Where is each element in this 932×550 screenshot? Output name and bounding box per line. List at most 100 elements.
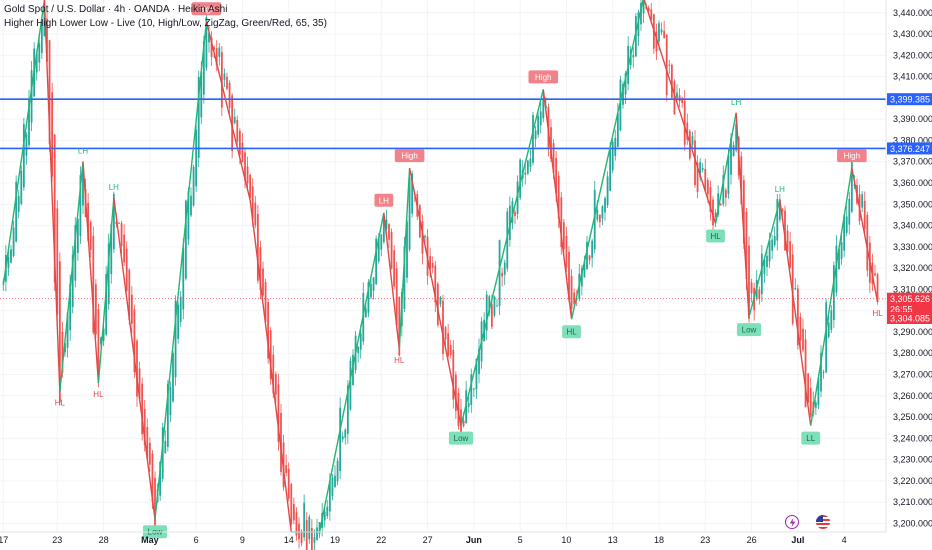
- candle-body: [498, 239, 501, 306]
- candle-body: [472, 388, 475, 390]
- time-tick-label: 17: [0, 535, 8, 545]
- price-tick-label: 3,220.000: [893, 476, 932, 486]
- candle-body: [570, 275, 573, 310]
- candle-body: [174, 300, 177, 378]
- candle-body: [154, 477, 156, 527]
- candle-body: [709, 187, 712, 213]
- candle-body: [53, 134, 56, 283]
- candle-body: [714, 212, 717, 218]
- candle-body: [141, 383, 144, 435]
- candle-body: [254, 202, 257, 226]
- candle-body: [467, 403, 470, 407]
- time-tick-label: 19: [330, 535, 340, 545]
- candle-body: [670, 64, 673, 98]
- zigzag-segment: [97, 197, 115, 384]
- grid: [0, 0, 886, 532]
- us-flag-icon[interactable]: [816, 515, 830, 529]
- time-tick-label: Jul: [791, 535, 804, 545]
- candle-body: [349, 360, 352, 410]
- candle-body: [786, 230, 789, 252]
- candle-body: [516, 181, 519, 214]
- candle-body: [10, 249, 12, 263]
- candle-body: [161, 427, 164, 479]
- candle-body: [493, 296, 496, 316]
- time-tick-label: 22: [376, 535, 386, 545]
- candle-body: [642, 1, 645, 14]
- candle-body: [809, 388, 812, 416]
- pivot-pill-label: Low: [454, 434, 469, 443]
- time-tick-label: 28: [99, 535, 109, 545]
- candle-body: [208, 32, 210, 43]
- zigzag-segment: [398, 168, 411, 350]
- candle-body: [565, 235, 568, 268]
- candle-body: [182, 247, 185, 310]
- candle-body: [30, 70, 33, 123]
- candle-body: [573, 292, 576, 304]
- price-tick-label: 3,340.000: [893, 221, 932, 231]
- candle-body: [125, 248, 128, 291]
- candle-body: [519, 159, 522, 198]
- candle-body: [102, 328, 105, 341]
- candle-body: [166, 383, 169, 447]
- candle-body: [712, 199, 714, 226]
- pivot-label: HL: [394, 356, 405, 365]
- candle-body: [305, 520, 308, 550]
- time-axis[interactable]: 17 23 28 May 6 9 14 19 22 27 Jun 5 10 13 18 23 26 Jul 4: [0, 531, 886, 545]
- price-tick-label: 3,290.000: [893, 327, 932, 337]
- candle-body: [82, 172, 84, 206]
- candle-body: [238, 130, 241, 155]
- candle-body: [92, 235, 95, 333]
- candle-body: [508, 205, 511, 241]
- indicator-label[interactable]: Higher High Lower Low - Live (10, High/L…: [4, 18, 327, 29]
- time-tick-label: 27: [423, 535, 433, 545]
- candle-body: [367, 282, 370, 313]
- candle-body: [485, 294, 488, 331]
- candle-body: [434, 265, 437, 303]
- candle-body: [622, 84, 624, 105]
- candle-body: [604, 198, 606, 213]
- candle-body: [817, 377, 820, 406]
- candle-body: [678, 95, 681, 102]
- candle-body: [665, 34, 668, 96]
- candle-body: [598, 214, 601, 223]
- candle-body: [377, 237, 380, 262]
- candle-body: [17, 196, 20, 212]
- price-tick-label: 3,440.000: [893, 8, 932, 18]
- candle-body: [69, 283, 72, 331]
- zigzag-segment: [318, 212, 385, 533]
- pivot-label: LH: [775, 185, 785, 194]
- pivot-pill-label: High: [198, 5, 214, 14]
- price-axis[interactable]: 3,200.000 3,210.000 3,220.000 3,230.000 3,24…: [885, 0, 932, 550]
- price-tick-label: 3,370.000: [893, 157, 932, 167]
- time-tick-label: May: [141, 535, 159, 545]
- candle-body: [514, 212, 516, 216]
- candle-body: [195, 129, 198, 187]
- candle-body: [524, 172, 527, 175]
- candle-body: [318, 522, 321, 534]
- candle-body: [676, 92, 678, 98]
- pivot-pill-label: LL: [806, 434, 815, 443]
- price-tick-label: 3,390.000: [893, 114, 932, 124]
- candles: [2, 0, 879, 550]
- zigzag-end-label: 3,304.085: [890, 313, 930, 323]
- zigzag: [2, 0, 879, 533]
- candle-body: [696, 162, 699, 192]
- candle-body: [359, 333, 362, 350]
- zigzag-segment: [154, 21, 208, 520]
- candle-body: [555, 157, 558, 194]
- level-tag-label: 3,399.385: [890, 95, 930, 105]
- countdown-label: 26:55: [890, 305, 913, 315]
- candle-body: [97, 309, 100, 380]
- candle-body: [694, 140, 696, 186]
- horizontal-levels[interactable]: [0, 98, 886, 300]
- candle-body: [745, 211, 748, 280]
- candle-body: [807, 373, 810, 403]
- lightning-icon[interactable]: [785, 515, 799, 529]
- candle-body: [827, 322, 830, 338]
- zigzag-segment: [851, 167, 879, 303]
- candle-body: [552, 143, 555, 173]
- chart-title: Gold Spot / U.S. Dollar · 4h · OANDA · H…: [4, 4, 228, 15]
- candle-body: [200, 71, 203, 118]
